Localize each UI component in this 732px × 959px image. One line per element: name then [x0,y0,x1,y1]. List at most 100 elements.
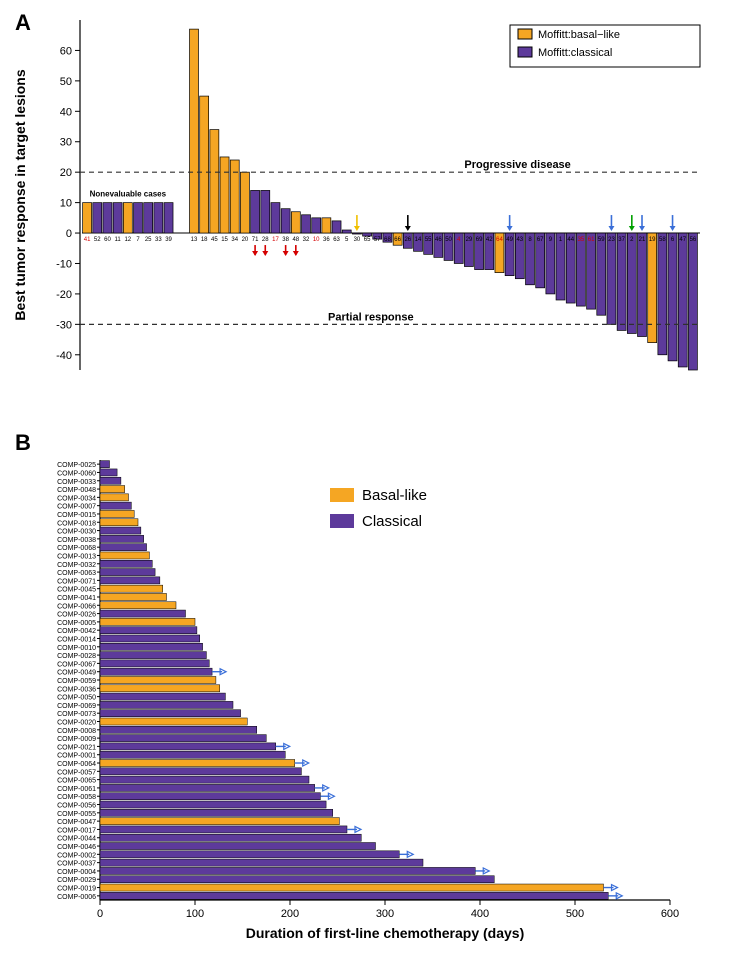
panel-a-bar-id: 29 [466,237,473,243]
legend-label: Classical [362,513,422,530]
panel-a-bar-id: 61 [588,237,595,243]
panel-b-bar [100,676,216,683]
panel-a-bar-id: 28 [262,237,269,243]
panel-b-bar [100,668,212,675]
panel-b-bar [100,818,339,825]
figure-container: A-40-30-20-100102030405060Best tumor res… [0,0,732,959]
panel-a-bar [230,160,239,233]
panel-a-bar [688,233,697,370]
panel-a-bar [638,233,647,336]
panel-b-bar [100,519,138,526]
panel-a-bar [352,233,361,234]
panel-a-bar-id: 21 [639,237,646,243]
panel-a-yticklabel: -40 [56,350,72,362]
panel-b-rowlabel: COMP-0025 [57,462,96,469]
legend-label: Moffitt:classical [538,47,612,59]
panel-b-rowlabel: COMP-0044 [57,836,96,843]
panel-a-bar [261,190,270,233]
panel-a-bar-id: 23 [608,237,615,243]
panel-a-bar-id: 45 [211,237,218,243]
panel-b-rowlabel: COMP-0009 [57,736,96,743]
panel-b-bar [100,610,186,617]
panel-b-legend: Basal-like Classical [330,487,427,530]
panel-a-refline-label: Partial response [328,311,414,323]
panel-a-bar-id: 14 [415,237,422,243]
panel-a-bar-id: 58 [659,237,666,243]
panel-a-bar-id: 41 [84,237,91,243]
panel-b-bar [100,693,225,700]
panel-b-rowlabel: COMP-0061 [57,786,96,793]
panel-b-bar [100,685,220,692]
panel-b-xticklabel: 300 [376,908,394,920]
panel-b-xticklabel: 400 [471,908,489,920]
panel-b-bar [100,486,125,493]
panel-b-rowlabel: COMP-0014 [57,636,96,643]
panel-b-rowlabel: COMP-0071 [57,578,96,585]
panel-a-bar [123,203,132,233]
panel-a-bar-id: 67 [537,237,544,243]
panel-a-bar-id: 59 [598,237,605,243]
panel-a-bar-id: 33 [155,237,162,243]
panel-a-bar-id: 42 [486,237,493,243]
panel-b-xlabel: Duration of first-line chemotherapy (day… [246,925,524,941]
panel-a-ylabel: Best tumor response in target lesions [12,69,28,320]
panel-a-bar-id: 55 [425,237,432,243]
panel-a-arrowhead [405,226,411,231]
panel-a-label: A [15,10,31,35]
legend-label: Basal-like [362,487,427,504]
panel-a-bar [281,209,290,233]
panel-b-bar [100,461,110,468]
panel-b-bar [100,544,147,551]
panel-b-bar [100,793,320,800]
panel-b-bar [100,627,197,634]
panel-b-rowlabel: COMP-0036 [57,686,96,693]
panel-b-bar [100,759,295,766]
panel-a-bar-id: 18 [201,237,208,243]
panel-a-bar-id: 71 [252,237,259,243]
panel-b-bar [100,535,144,542]
panel-b-rowlabel: COMP-0059 [57,678,96,685]
panel-a-bar [322,218,331,233]
panel-b-rowlabel: COMP-0042 [57,628,96,635]
panel-a-bar [678,233,687,367]
panel-a-bar-id: 34 [231,237,238,243]
panel-a-bar-id: 7 [136,237,140,243]
panel-b-rowlabel: COMP-0015 [57,512,96,519]
panel-b-bar [100,768,301,775]
panel-a-bar [134,203,143,233]
panel-b-bar [100,469,117,476]
panel-b-xticklabel: 200 [281,908,299,920]
panel-b-rowlabel: COMP-0034 [57,495,96,502]
panel-a-bar-id: 47 [679,237,686,243]
panel-a-refline-label: Progressive disease [464,159,570,171]
panel-a-bar-id: 52 [94,237,101,243]
panel-a-bar-id: 12 [124,237,131,243]
panel-a-bar [83,203,92,233]
panel-b-rowlabel: COMP-0045 [57,587,96,594]
panel-b-xticklabel: 600 [661,908,679,920]
panel-b-bar [100,602,176,609]
panel-b-bar [100,876,494,883]
panel-b-rowlabel: COMP-0010 [57,645,96,652]
panel-b-rowlabel: COMP-0065 [57,778,96,785]
panel-b-bar [100,618,195,625]
panel-a-bar-id: 57 [374,237,381,243]
panel-b-rowlabel: COMP-0047 [57,819,96,826]
panel-b-bar [100,577,160,584]
panel-a-arrowhead [507,226,513,231]
panel-a-bar-id: 56 [690,237,697,243]
panel-b-rowlabel: COMP-0055 [57,811,96,818]
panel-b-rowlabel: COMP-0013 [57,553,96,560]
panel-b-label: B [15,430,31,455]
panel-a-bar-id: 36 [323,237,330,243]
panel-b-rowlabel: COMP-0063 [57,570,96,577]
panel-a-bar [668,233,677,361]
panel-a-bar [190,29,199,233]
panel-a-yticklabel: -20 [56,289,72,301]
panel-a-arrowhead [608,226,614,231]
panel-b-rowlabel: COMP-0029 [57,877,96,884]
panel-b-rowlabel: COMP-0017 [57,827,96,834]
panel-b-rowlabel: COMP-0008 [57,728,96,735]
panel-a-bar-id: 32 [303,237,310,243]
panel-b-bar [100,569,155,576]
